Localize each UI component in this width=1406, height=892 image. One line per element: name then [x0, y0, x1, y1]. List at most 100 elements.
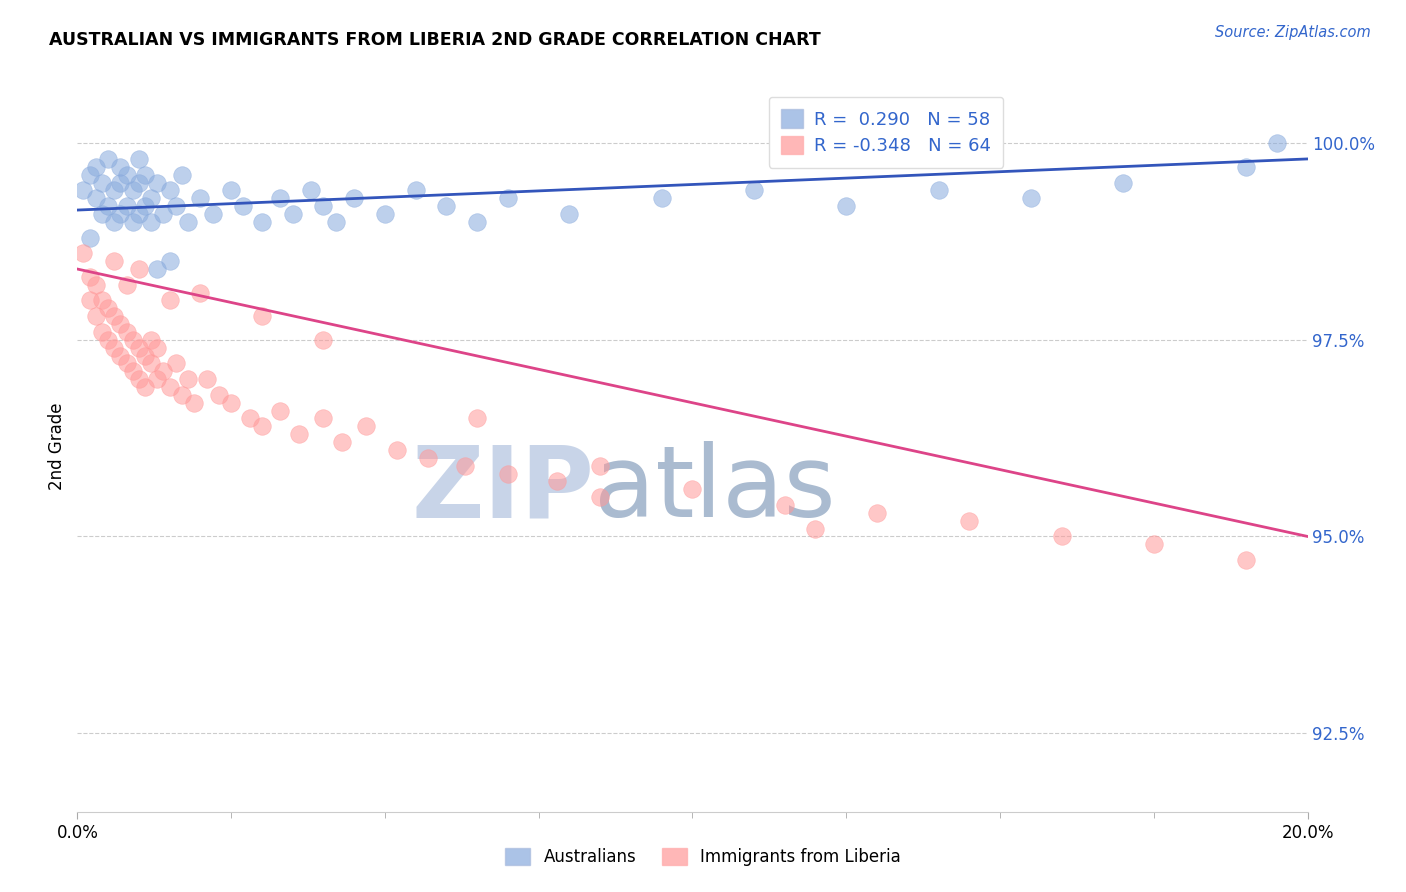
Point	[170, 168, 193, 182]
Point	[496, 467, 519, 481]
Point	[90, 325, 114, 339]
Point	[159, 293, 181, 308]
Point	[97, 152, 120, 166]
Point	[454, 458, 477, 473]
Text: Source: ZipAtlas.com: Source: ZipAtlas.com	[1215, 25, 1371, 40]
Point	[72, 183, 94, 197]
Point	[312, 199, 335, 213]
Point	[165, 199, 187, 213]
Point	[1234, 160, 1257, 174]
Point	[97, 333, 120, 347]
Point	[103, 341, 125, 355]
Point	[269, 403, 291, 417]
Point	[110, 317, 132, 331]
Point	[374, 207, 396, 221]
Point	[84, 277, 107, 292]
Point	[84, 310, 107, 324]
Point	[496, 191, 519, 205]
Point	[159, 254, 181, 268]
Point	[1050, 529, 1073, 543]
Text: atlas: atlas	[595, 442, 835, 539]
Point	[146, 262, 169, 277]
Point	[141, 356, 163, 370]
Point	[183, 396, 205, 410]
Point	[134, 380, 156, 394]
Point	[239, 411, 262, 425]
Point	[866, 506, 889, 520]
Point	[97, 199, 120, 213]
Legend: Australians, Immigrants from Liberia: Australians, Immigrants from Liberia	[498, 840, 908, 875]
Point	[742, 183, 765, 197]
Point	[385, 442, 409, 457]
Point	[134, 168, 156, 182]
Point	[465, 411, 488, 425]
Point	[128, 176, 150, 190]
Point	[288, 427, 311, 442]
Point	[1019, 191, 1042, 205]
Point	[103, 254, 125, 268]
Point	[79, 230, 101, 244]
Point	[115, 199, 138, 213]
Point	[128, 207, 150, 221]
Point	[97, 301, 120, 316]
Point	[115, 277, 138, 292]
Point	[928, 183, 950, 197]
Point	[299, 183, 322, 197]
Point	[134, 349, 156, 363]
Point	[121, 333, 143, 347]
Point	[325, 215, 347, 229]
Point	[773, 498, 796, 512]
Point	[1143, 537, 1166, 551]
Point	[128, 372, 150, 386]
Point	[141, 215, 163, 229]
Point	[103, 183, 125, 197]
Text: ZIP: ZIP	[411, 442, 595, 539]
Point	[804, 522, 827, 536]
Point	[128, 152, 150, 166]
Point	[269, 191, 291, 205]
Point	[128, 341, 150, 355]
Point	[115, 168, 138, 182]
Point	[110, 160, 132, 174]
Point	[72, 246, 94, 260]
Point	[84, 191, 107, 205]
Point	[250, 310, 273, 324]
Point	[90, 207, 114, 221]
Point	[651, 191, 673, 205]
Point	[128, 262, 150, 277]
Point	[134, 199, 156, 213]
Point	[121, 364, 143, 378]
Point	[110, 349, 132, 363]
Point	[356, 419, 378, 434]
Point	[90, 176, 114, 190]
Point	[79, 293, 101, 308]
Point	[1234, 553, 1257, 567]
Point	[79, 269, 101, 284]
Point	[152, 207, 174, 221]
Point	[115, 325, 138, 339]
Point	[682, 482, 704, 496]
Point	[312, 411, 335, 425]
Point	[165, 356, 187, 370]
Point	[146, 341, 169, 355]
Point	[1112, 176, 1135, 190]
Point	[152, 364, 174, 378]
Point	[250, 215, 273, 229]
Legend: R =  0.290   N = 58, R = -0.348   N = 64: R = 0.290 N = 58, R = -0.348 N = 64	[769, 96, 1004, 168]
Point	[201, 207, 224, 221]
Point	[146, 176, 169, 190]
Point	[177, 372, 200, 386]
Point	[84, 160, 107, 174]
Point	[195, 372, 218, 386]
Point	[177, 215, 200, 229]
Point	[1265, 136, 1288, 151]
Point	[405, 183, 427, 197]
Point	[121, 183, 143, 197]
Point	[957, 514, 980, 528]
Point	[159, 183, 181, 197]
Point	[103, 215, 125, 229]
Point	[141, 333, 163, 347]
Point	[465, 215, 488, 229]
Point	[146, 372, 169, 386]
Point	[115, 356, 138, 370]
